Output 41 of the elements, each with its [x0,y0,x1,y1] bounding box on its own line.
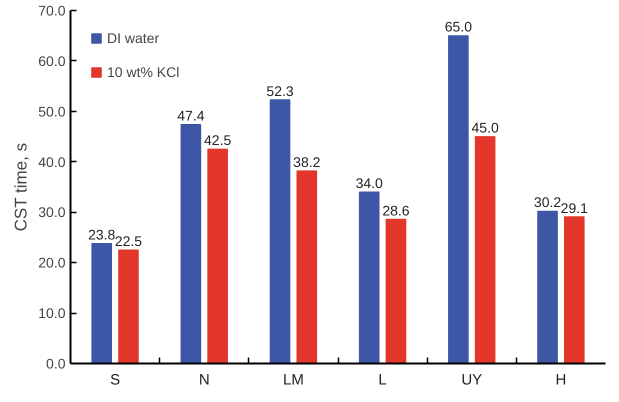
text: 52.3 [266,82,294,99]
text: 34.0 [356,175,383,192]
y-tick-label: 60.0 [38,52,66,69]
y-tick-label: 70.0 [38,2,66,18]
y-tick-label: 50.0 [38,103,66,120]
bar [386,218,406,364]
bar [537,210,558,364]
text: 42.5 [204,132,232,148]
y-tick-label: 30.0 [38,204,66,220]
x-tick-label: LM [283,372,304,388]
text: 22.5 [114,233,142,250]
y-axis-title: CST time, s [11,142,30,232]
y-tick-label: 0.0 [46,356,66,372]
y-tick-label: 40.0 [38,154,66,170]
bar [207,148,228,364]
text: 28.6 [382,202,410,218]
text: 29.1 [560,200,588,216]
text: 38.2 [293,154,320,170]
bar [358,192,380,364]
bar [180,124,202,364]
text: 23.8 [88,226,116,242]
text: 65.0 [444,18,472,35]
x-tick-label: L [378,372,387,388]
x-tick-label: S [110,372,120,388]
y-tick-label: 10.0 [38,305,66,322]
y-tick-label: 20.0 [38,254,66,271]
legend-label: 10 wt% KCl [107,64,180,80]
text: 45.0 [472,120,499,136]
bar [296,170,318,364]
x-tick-label: UY [461,372,482,388]
text: 47.4 [177,107,204,124]
bar [564,216,585,364]
x-tick-label: N [198,372,210,388]
bar [91,242,112,364]
legend-label: DI water [107,30,160,46]
bar [118,250,139,364]
text: 30.2 [534,194,562,210]
bar [474,136,496,364]
bar [270,99,290,364]
x-tick-label: H [556,372,566,388]
bar [448,35,469,364]
